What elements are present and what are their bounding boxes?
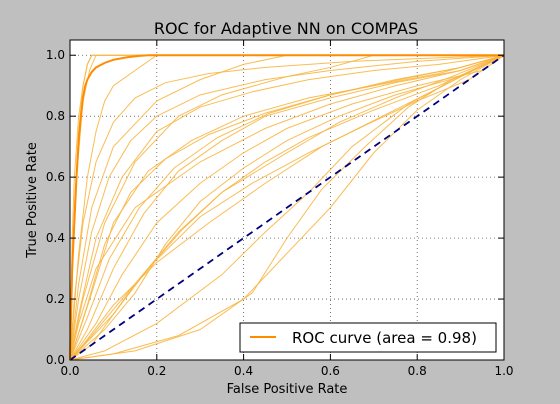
chance-diagonal-line: [69, 54, 505, 361]
faint-roc-curve-21: [69, 54, 505, 361]
main-roc-curve: [69, 54, 504, 361]
diagonal-chance-line: [69, 54, 505, 361]
y-tick-label-5: 1.0: [46, 48, 65, 62]
x-tick-label-5: 1.0: [494, 364, 513, 378]
faint-roc-curve-16: [69, 54, 505, 361]
y-tick-label-4: 0.8: [46, 109, 65, 123]
main-roc-curve-line: [69, 54, 504, 361]
faint-roc-curve-6: [69, 54, 505, 361]
x-tick-labels: 0.0 0.2 0.4 0.6 0.8 1.0: [60, 364, 513, 378]
x-tick-label-1: 0.2: [147, 364, 166, 378]
axes-frame: [69, 39, 505, 361]
axis-ticks: [69, 40, 505, 361]
faint-roc-curve-11: [69, 54, 505, 361]
faint-roc-curve-12: [69, 54, 505, 361]
x-tick-label-4: 0.8: [408, 364, 427, 378]
plot-area: [69, 39, 505, 361]
x-tick-label-3: 0.6: [321, 364, 340, 378]
faint-roc-curve-10: [69, 54, 505, 361]
legend-label: ROC curve (area = 0.98): [292, 329, 477, 347]
axes-background: [70, 40, 504, 360]
faint-roc-curve-15: [69, 54, 505, 361]
faint-roc-curve-19: [69, 54, 505, 361]
faint-roc-curve-4: [69, 54, 504, 361]
x-tick-label-0: 0.0: [60, 364, 79, 378]
faint-roc-curves: [69, 54, 505, 361]
legend-box: [239, 322, 497, 353]
x-tick-label-2: 0.4: [234, 364, 253, 378]
y-tick-label-0: 0.0: [46, 353, 65, 367]
y-tick-label-3: 0.6: [46, 170, 65, 184]
faint-roc-curve-13: [69, 54, 505, 361]
faint-roc-curve-9: [69, 54, 505, 361]
faint-roc-curve-22: [69, 54, 505, 361]
faint-roc-curve-17: [69, 54, 505, 361]
chart-title: ROC for Adaptive NN on COMPAS: [154, 19, 418, 38]
y-tick-label-2: 0.4: [46, 231, 65, 245]
y-axis-label: True Positive Rate: [25, 142, 40, 259]
faint-roc-curve-8: [69, 54, 505, 361]
x-axis-label: False Positive Rate: [227, 382, 348, 397]
faint-roc-curve-20: [69, 54, 505, 361]
legend: ROC curve (area = 0.98): [239, 322, 497, 353]
faint-roc-curve-3: [69, 54, 504, 361]
y-tick-labels: 0.0 0.2 0.4 0.6 0.8 1.0: [46, 48, 65, 367]
y-tick-label-1: 0.2: [46, 292, 65, 306]
